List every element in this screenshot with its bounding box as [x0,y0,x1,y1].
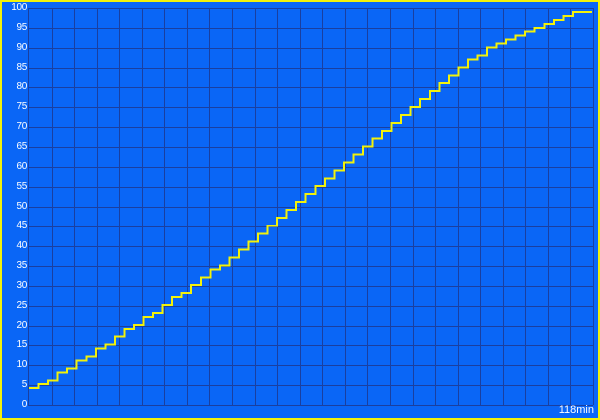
y-axis-tick-labels: 100 95 90 85 80 75 70 65 60 55 50 45 40 35 30 25 20 15 10 5… [2,2,28,412]
series-layer [29,10,593,390]
gridline-v [97,8,98,405]
gridline-v [367,8,368,405]
gridline-h [29,87,593,88]
y-tick-label: 90 [16,42,27,53]
y-tick-label: 20 [16,320,27,331]
gridline-h [29,68,593,69]
y-tick-label: 35 [16,260,27,271]
gridline-h [29,48,593,49]
gridline-h [29,246,593,247]
y-tick-label: 5 [21,379,28,390]
plot-area [28,8,594,406]
gridline-h [29,107,593,108]
y-tick-label: 85 [16,62,27,73]
gridline-h [29,326,593,327]
gridline-h [29,365,593,366]
y-tick-label: 75 [16,101,27,112]
y-tick-label: 10 [16,359,27,370]
gridline-v [255,8,256,405]
gridline-h [29,226,593,227]
gridline-h [29,286,593,287]
y-tick-label: 45 [16,220,27,231]
gridline-h [29,207,593,208]
gridline-v [74,8,75,405]
gridline-v [142,8,143,405]
gridline-h [29,306,593,307]
gridline-v [209,8,210,405]
gridline-v [300,8,301,405]
gridline-v [435,8,436,405]
gridline-v [503,8,504,405]
gridline-h [29,8,593,9]
gridline-h [29,345,593,346]
gridline-v [277,8,278,405]
y-tick-label: 100 [11,2,27,13]
x-axis-tick-labels: 118min [2,402,598,416]
gridline-v [570,8,571,405]
y-tick-label: 30 [16,280,27,291]
gridline-h [29,266,593,267]
y-tick-label: 70 [16,121,27,132]
y-tick-label: 55 [16,181,27,192]
y-tick-label: 0 [21,399,28,410]
y-tick-label: 25 [16,300,27,311]
gridline-v [458,8,459,405]
battery-charge-line [29,10,593,390]
y-tick-label: 40 [16,240,27,251]
gridline-h [29,147,593,148]
y-tick-label: 65 [16,141,27,152]
gridline-h [29,127,593,128]
gridline-v [164,8,165,405]
gridline-v [413,8,414,405]
gridline-v [119,8,120,405]
y-tick-label: 60 [16,161,27,172]
gridline-v [322,8,323,405]
gridline-v [187,8,188,405]
gridline-h [29,28,593,29]
y-tick-label: 50 [16,201,27,212]
gridline-v [593,8,594,405]
gridline-v [548,8,549,405]
gridline-v [345,8,346,405]
y-tick-label: 15 [16,339,27,350]
y-tick-label: 80 [16,81,27,92]
gridline-v [390,8,391,405]
gridline-h [29,167,593,168]
y-tick-label: 95 [16,22,27,33]
gridline-v [525,8,526,405]
gridline-v [480,8,481,405]
gridline-v [52,8,53,405]
x-axis-end-label: 118min [558,404,594,416]
gridline-h [29,385,593,386]
gridline-h [29,187,593,188]
gridline-h [29,405,593,406]
gridline-v [232,8,233,405]
